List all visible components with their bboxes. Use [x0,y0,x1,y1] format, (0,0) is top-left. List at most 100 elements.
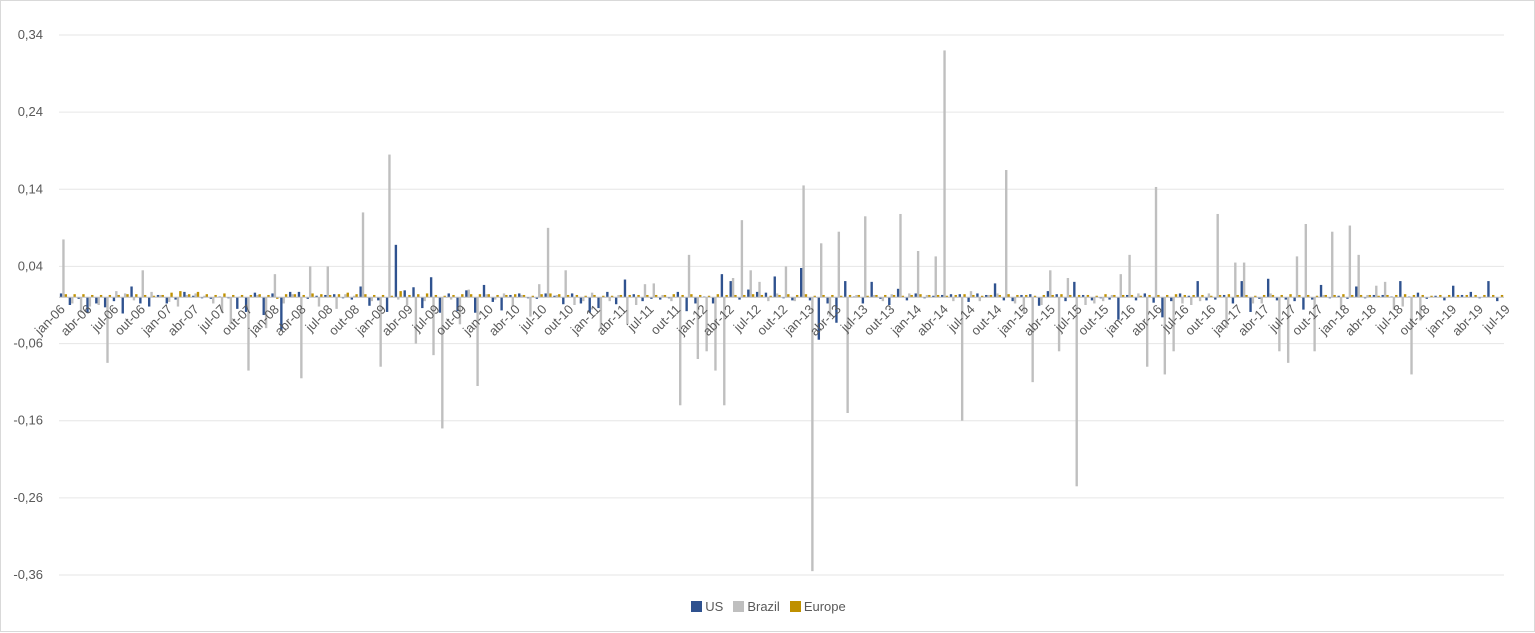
bar-brazil [1049,270,1051,297]
y-tick-label: 0,34 [18,27,43,42]
bar-brazil [1190,297,1192,305]
bar-brazil [371,297,373,301]
bar-brazil [547,228,549,297]
y-tick-label: 0,04 [18,258,43,273]
legend-swatch-europe [790,601,801,612]
x-tick-label: out-15 [1075,302,1112,339]
bar-us [1011,297,1013,301]
bar-brazil [1137,293,1139,297]
bar-europe [549,293,551,297]
bar-us [712,297,714,303]
x-tick-label: abr-09 [379,302,416,339]
bar-brazil [424,297,426,301]
y-tick-label: -0,36 [13,567,43,582]
bar-us [915,293,917,297]
bar-brazil [1357,255,1359,297]
bar-us [368,297,370,305]
bar-brazil [318,297,320,306]
bar-us [448,293,450,297]
bar-us [289,292,291,297]
bar-europe [399,291,401,297]
bar-us [421,297,423,308]
bar-brazil [644,284,646,297]
bar-brazil [838,232,840,298]
bar-us [113,297,115,301]
bar-us [1144,293,1146,297]
bar-brazil [820,243,822,297]
legend-item-brazil: Brazil [733,599,780,614]
bar-brazil [564,270,566,297]
x-tick-label: abr-17 [1235,302,1272,339]
bar-brazil [335,297,337,309]
bar-brazil [1067,278,1069,297]
legend-label-brazil: Brazil [747,599,780,614]
x-tick-label: abr-07 [165,302,202,339]
bar-us [359,286,361,297]
bar-us [826,297,828,303]
bar-brazil [864,216,866,297]
bar-us [1293,297,1295,301]
bar-europe [179,291,181,297]
bar-us [844,281,846,297]
bar-us [1496,297,1498,301]
bar-brazil [1252,297,1254,303]
bar-us [544,293,546,297]
legend-swatch-us [691,601,702,612]
bar-europe [170,293,172,298]
bar-us [1179,293,1181,297]
bar-brazil [150,292,152,297]
legend-swatch-brazil [733,601,744,612]
bar-brazil [794,297,796,301]
bar-us [765,293,767,298]
bar-us [1302,297,1304,309]
x-tick-label: abr-14 [914,302,951,339]
bar-brazil [362,212,364,297]
bar-brazil [732,278,734,297]
bar-brazil [1331,232,1333,298]
bar-brazil [1120,274,1122,297]
bar-brazil [609,297,611,301]
bar-us [500,297,502,310]
bar-brazil [582,297,584,301]
legend-item-europe: Europe [790,599,846,614]
bar-brazil [1084,297,1086,305]
bar-brazil [996,293,998,297]
bar-us [774,276,776,297]
bar-us [685,297,687,311]
x-tick-label: out-16 [1182,302,1219,339]
bar-us [641,297,643,301]
bar-us [1470,292,1472,297]
bar-brazil [952,297,954,301]
bar-brazil [1269,293,1271,297]
bar-us [518,293,520,297]
bar-us [166,297,168,303]
x-axis-ticks: jan-06abr-06jul-06out-06jan-07abr-07jul-… [31,302,1513,339]
bar-brazil [309,266,311,297]
bar-brazil [1005,170,1007,297]
bar-brazil [503,293,505,297]
bar-brazil [283,297,285,303]
bar-brazil [785,266,787,297]
bar-brazil [979,297,981,301]
bar-us [1355,286,1357,297]
x-tick-label: abr-08 [272,302,309,339]
bar-brazil [917,251,919,297]
bar-us [1452,286,1454,298]
bar-brazil [750,270,752,297]
y-tick-label: -0,26 [13,490,43,505]
bar-us [130,286,132,297]
bar-brazil [1102,297,1104,301]
x-tick-label: out-12 [754,302,791,339]
legend-label-us: US [705,599,723,614]
y-axis-ticks: 0,340,240,140,04-0,06-0,16-0,26-0,36 [13,27,43,582]
bar-brazil [882,297,884,301]
bar-brazil [274,274,276,297]
bar-us [1170,297,1172,301]
bar-brazil [1375,286,1377,298]
bar-brazil [1234,263,1236,298]
x-tick-label: out-09 [433,302,470,339]
bar-brazil [124,293,126,297]
bar-brazil [1164,297,1166,374]
bar-brazil [1128,255,1130,297]
bar-us [430,277,432,297]
